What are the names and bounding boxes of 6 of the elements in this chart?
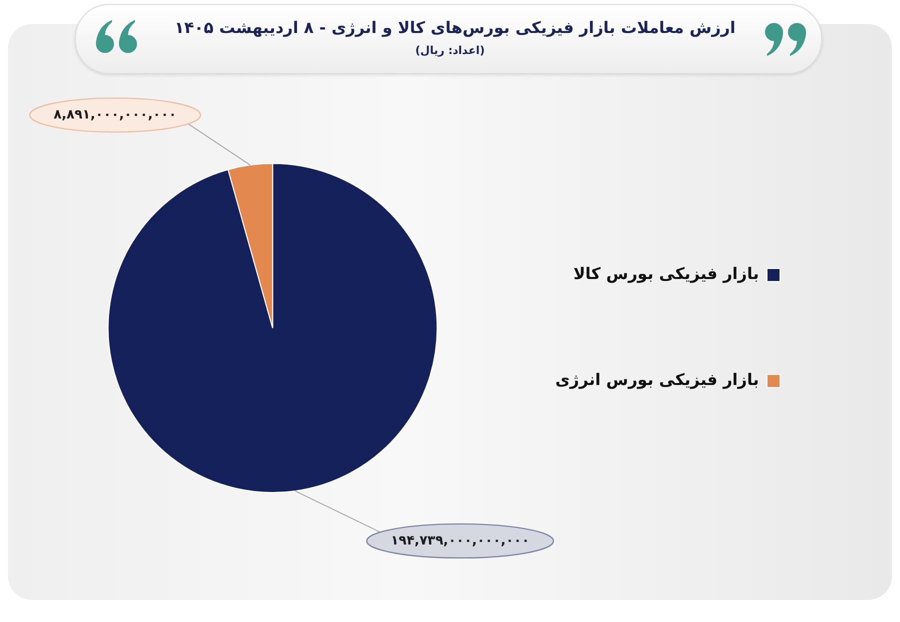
chart-title: ارزش معاملات بازار فیزیکی بورس‌های کالا و انرژی - ۸ اردیبهشت ۱۴۰۵ xyxy=(173,18,736,38)
chart-subtitle: (اعداد: ریال) xyxy=(414,44,486,58)
data-label: ۸,۸۹۱,۰۰۰,۰۰۰,۰۰۰ xyxy=(54,107,177,122)
legend-label: بازار فیزیکی بورس انرژی xyxy=(555,370,759,390)
data-label: ۱۹۴,۷۳۹,۰۰۰,۰۰۰,۰۰۰ xyxy=(390,533,530,548)
legend-label: بازار فیزیکی بورس کالا xyxy=(573,264,759,284)
